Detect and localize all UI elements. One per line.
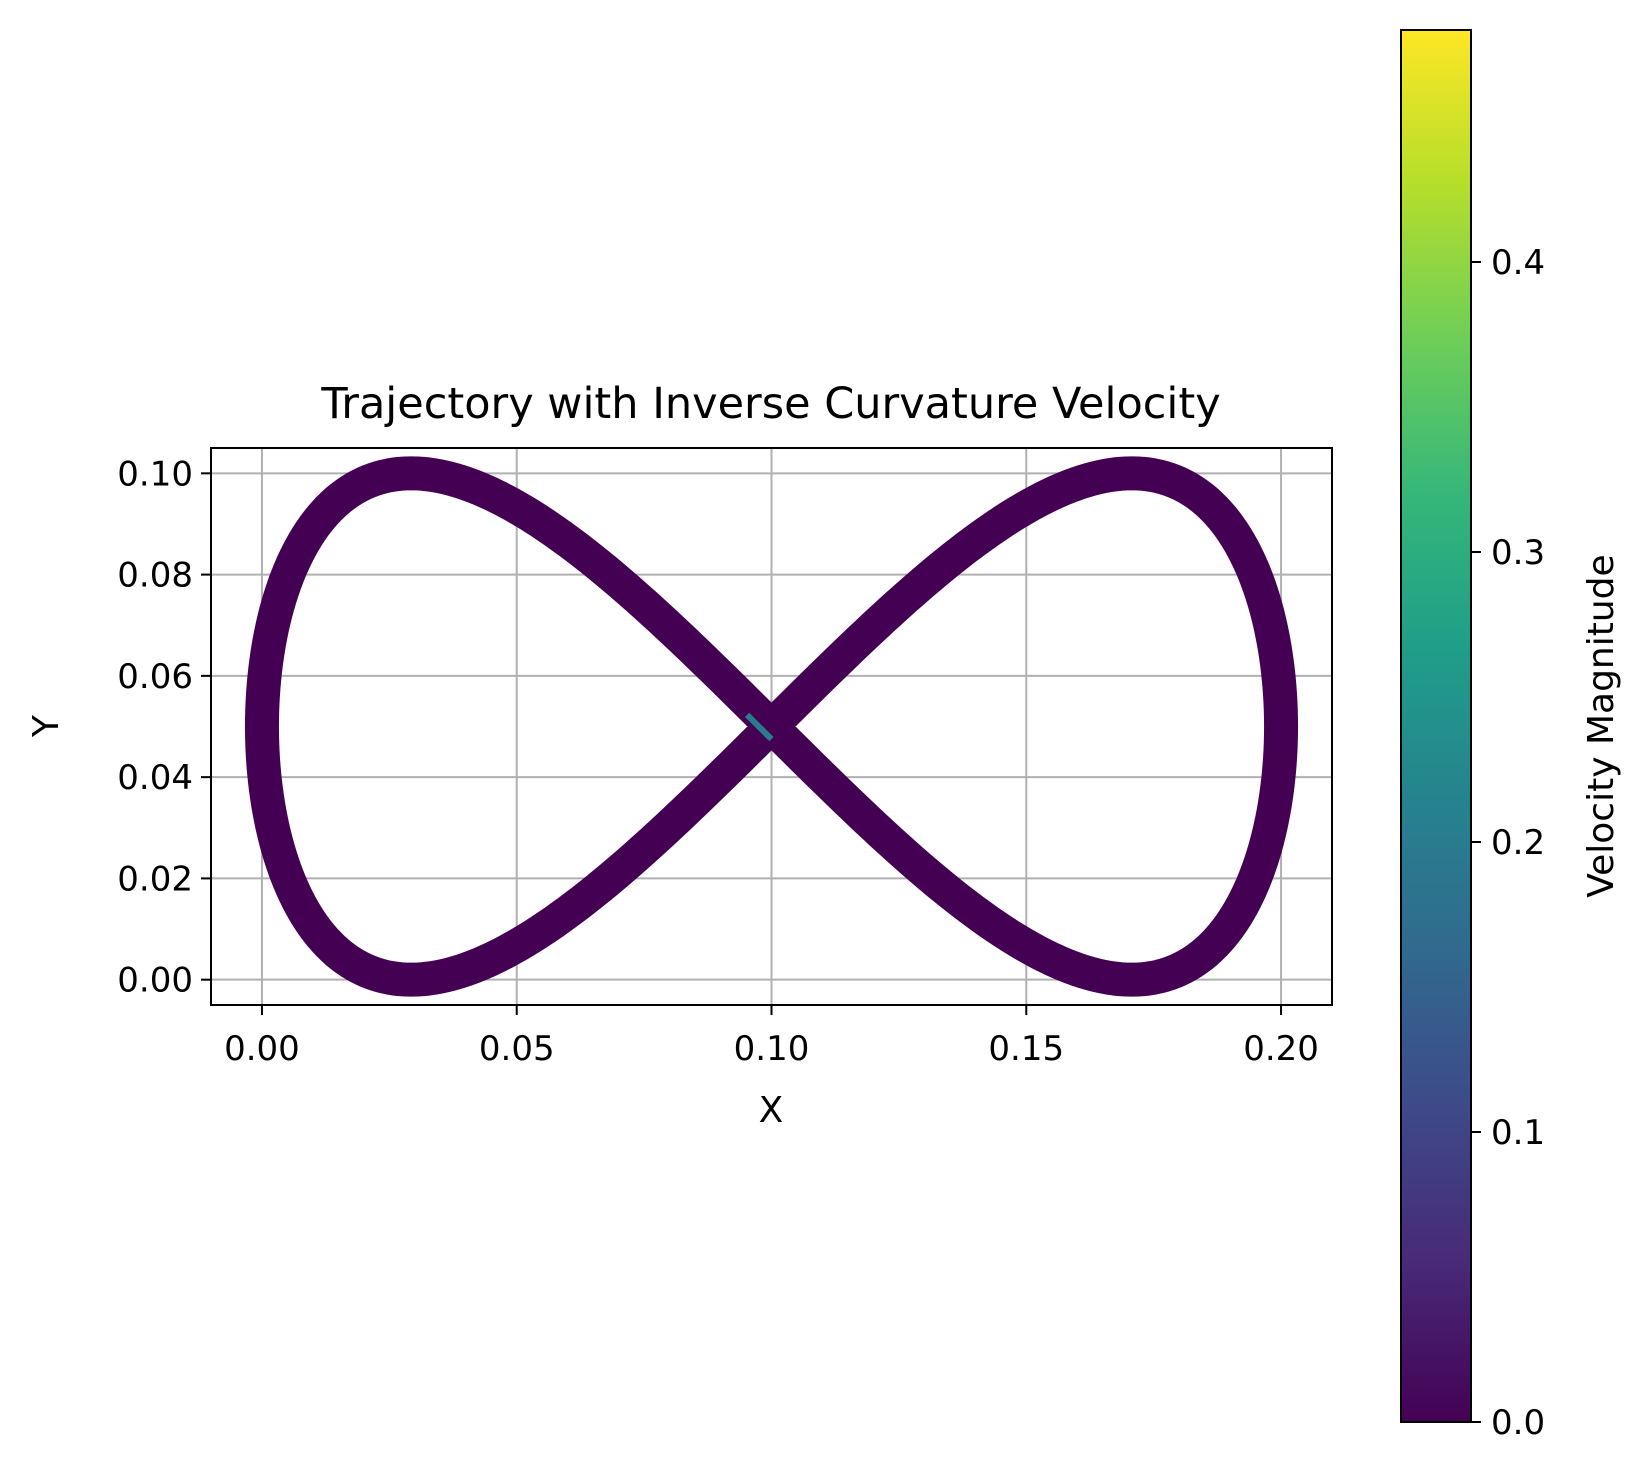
x-axis-label: X [759, 1090, 784, 1131]
colorbar-tick-label: 0.4 [1491, 243, 1545, 283]
colorbar-tick-label: 0.1 [1491, 1113, 1545, 1153]
x-tick-label: 0.00 [224, 1029, 300, 1069]
colorbar-ticks: 0.0 0.1 0.2 0.3 0.4 [1471, 243, 1545, 1443]
y-axis-label: Y [26, 714, 67, 738]
trajectory-curve [244, 456, 1299, 997]
y-tick-label: 0.08 [117, 556, 193, 596]
trajectory-highlight [744, 712, 774, 742]
y-tick-label: 0.04 [117, 758, 193, 798]
colorbar-tick-label: 0.3 [1491, 533, 1545, 573]
colorbar-label: Velocity Magnitude [1581, 554, 1622, 897]
x-tick-label: 0.05 [479, 1029, 555, 1069]
y-tick-label: 0.02 [117, 859, 193, 899]
x-tick-label: 0.20 [1243, 1029, 1319, 1069]
x-tick-label: 0.15 [988, 1029, 1064, 1069]
chart-title: Trajectory with Inverse Curvature Veloci… [320, 379, 1220, 429]
x-axis-ticks: 0.00 0.05 0.10 0.15 0.20 [224, 1005, 1319, 1069]
x-tick-label: 0.10 [734, 1029, 810, 1069]
colorbar-tick-label: 0.2 [1491, 823, 1545, 863]
y-axis-ticks: 0.00 0.02 0.04 0.06 0.08 0.10 [117, 454, 211, 1001]
colorbar-tick-label: 0.0 [1491, 1403, 1545, 1443]
y-tick-label: 0.00 [117, 961, 193, 1001]
y-tick-label: 0.06 [117, 657, 193, 697]
colorbar [1400, 29, 1472, 1423]
y-tick-label: 0.10 [117, 454, 193, 494]
